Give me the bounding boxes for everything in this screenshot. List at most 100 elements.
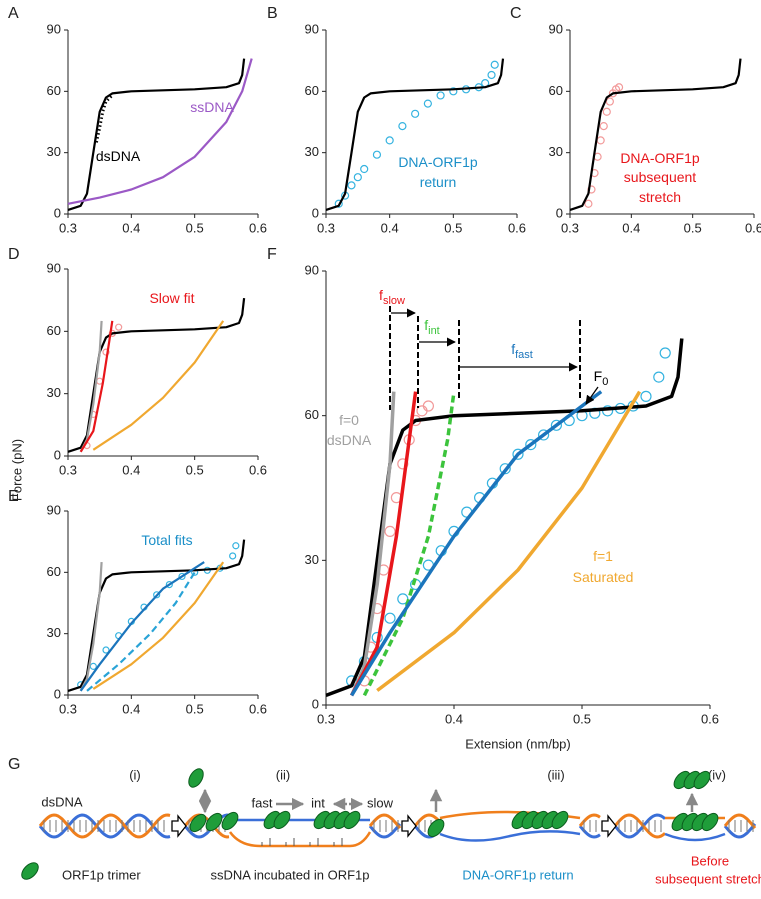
- annotation: fslow: [379, 287, 405, 307]
- annotation-text: DNA-ORF1p: [620, 150, 700, 166]
- annotation: ffast: [511, 341, 533, 361]
- data-line: [350, 390, 603, 697]
- annotation: Slow fit: [149, 290, 194, 306]
- panel-label: C: [510, 5, 522, 22]
- annotation: stretch: [639, 189, 681, 205]
- x-tick-label: 0.3: [59, 220, 77, 235]
- orf1p-trimer: [189, 813, 207, 833]
- data-point: [385, 136, 394, 145]
- annotation: ssDNA: [190, 99, 234, 115]
- annotation: DNA-ORF1p: [398, 154, 478, 170]
- data-line: [325, 338, 684, 698]
- data-line: [362, 391, 456, 697]
- data-point: [487, 70, 496, 80]
- rate-label: int: [311, 795, 325, 810]
- dna-strand: [38, 813, 171, 839]
- y-tick-label: 60: [47, 83, 61, 98]
- panel-label: F: [267, 246, 277, 263]
- data-point: [499, 463, 511, 475]
- data-point: [605, 97, 614, 106]
- data-line: [86, 571, 196, 692]
- x-tick-label: 0.4: [622, 220, 640, 235]
- y-tick-label: 0: [54, 686, 61, 701]
- data-line: [376, 390, 642, 692]
- x-tick-label: 0.5: [186, 701, 204, 716]
- y-tick-label: 60: [305, 83, 319, 98]
- annotation: subsequent: [624, 169, 697, 185]
- data-point: [229, 552, 237, 560]
- y-tick-label: 60: [47, 323, 61, 338]
- data-point: [153, 591, 161, 599]
- x-tick-label: 0.5: [573, 711, 591, 726]
- annotation-text: dsDNA: [327, 432, 372, 448]
- data-point: [423, 99, 432, 108]
- rate-label: fast: [252, 795, 273, 810]
- annotation-text: f: [424, 317, 428, 333]
- y-tick-label: 90: [549, 21, 563, 36]
- data-line: [79, 562, 103, 692]
- y-tick-label: 90: [47, 502, 61, 517]
- orf1p-trimer: [427, 818, 445, 838]
- step-label: (i): [129, 767, 141, 782]
- panel-label: B: [267, 5, 278, 22]
- diagram: G (i) (ii) (iii) (iv) dsDNA fast int slo…: [8, 756, 761, 886]
- data-point: [397, 593, 409, 605]
- dna-strand: [613, 813, 666, 839]
- y-tick-label: 0: [312, 205, 319, 220]
- annotation: f=0: [339, 412, 359, 428]
- x-tick-label: 0.6: [249, 462, 267, 477]
- orf1p-trimer: [693, 770, 711, 790]
- data-point: [512, 448, 524, 460]
- orf1p-trimer: [343, 810, 361, 830]
- annotation: return: [420, 174, 457, 190]
- data-point: [353, 173, 362, 182]
- data-line: [569, 58, 742, 211]
- y-axis-label: Force (pN): [9, 439, 24, 501]
- x-tick-label: 0.4: [381, 220, 399, 235]
- orf1p-trimer: [221, 811, 239, 831]
- y-tick-label: 30: [47, 144, 61, 159]
- caption: subsequent stretch: [655, 871, 761, 886]
- data-point: [360, 164, 369, 174]
- x-tick-label: 0.5: [186, 220, 204, 235]
- data-line: [79, 320, 114, 453]
- orf1p-trimer: [21, 862, 39, 880]
- data-point: [398, 121, 407, 131]
- panel-label: A: [8, 5, 19, 22]
- x-tick-label: 0.6: [508, 220, 526, 235]
- x-tick-label: 0.3: [59, 462, 77, 477]
- data-point: [422, 400, 434, 412]
- orf1p-trimer: [188, 768, 204, 788]
- x-tick-label: 0.3: [561, 220, 579, 235]
- annotation-text: return: [420, 174, 457, 190]
- data-point: [640, 390, 652, 402]
- x-tick-label: 0.5: [186, 462, 204, 477]
- orf1p-trimer: [551, 810, 569, 830]
- dna-strand: [578, 813, 601, 827]
- step-label: (iii): [547, 767, 564, 782]
- data-point: [525, 439, 537, 451]
- panel-label: G: [8, 756, 20, 773]
- data-point: [436, 91, 445, 100]
- annotation-text: subsequent: [624, 169, 697, 185]
- data-point: [550, 419, 563, 431]
- data-point: [599, 121, 608, 131]
- x-tick-label: 0.6: [745, 220, 761, 235]
- y-tick-label: 60: [549, 83, 563, 98]
- data-point: [102, 348, 110, 356]
- data-line: [350, 391, 418, 697]
- data-line: [67, 58, 253, 205]
- data-point: [602, 107, 611, 116]
- annotation: fint: [424, 317, 440, 337]
- y-tick-label: 0: [54, 447, 61, 462]
- y-tick-label: 0: [54, 205, 61, 220]
- data-point: [397, 458, 409, 470]
- y-tick-label: 30: [47, 385, 61, 400]
- x-tick-label: 0.4: [122, 462, 140, 477]
- annotation-text: Total fits: [141, 532, 192, 548]
- y-tick-label: 30: [47, 625, 61, 640]
- y-tick-label: 60: [305, 407, 319, 422]
- step-label: (ii): [276, 767, 290, 782]
- data-point: [411, 109, 420, 118]
- data-point: [653, 371, 665, 383]
